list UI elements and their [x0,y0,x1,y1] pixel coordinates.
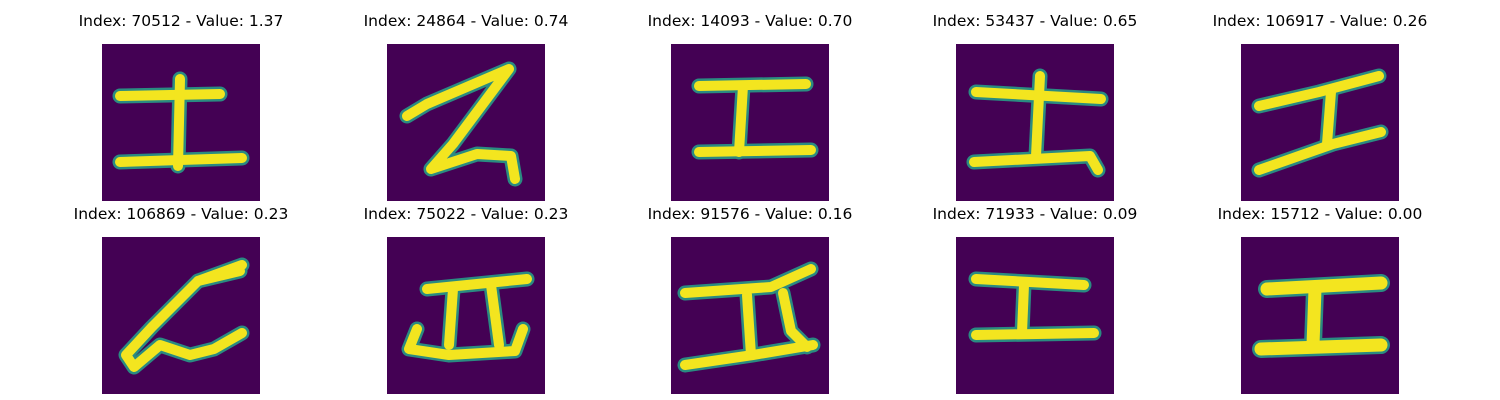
handwritten-character-image [1241,44,1399,201]
sample-title: Index: 106917 - Value: 0.26 [1212,12,1428,30]
sample-panel-9: Index: 71933 - Value: 0.09 [920,202,1150,394]
handwritten-character-image [102,237,260,394]
sample-title: Index: 15712 - Value: 0.00 [1217,205,1423,223]
sample-panel-8: Index: 91576 - Value: 0.16 [635,202,865,394]
sample-title: Index: 71933 - Value: 0.09 [932,205,1138,223]
handwritten-character-image [671,44,829,201]
handwritten-character-image [387,237,545,394]
sample-title: Index: 24864 - Value: 0.74 [363,12,569,30]
handwritten-character-image [1241,237,1399,394]
sample-title: Index: 14093 - Value: 0.70 [647,12,853,30]
handwritten-character-image [102,44,260,201]
handwritten-character-image [956,237,1114,394]
sample-title: Index: 75022 - Value: 0.23 [363,205,569,223]
handwritten-character-image [671,237,829,394]
sample-panel-2: Index: 24864 - Value: 0.74 [351,9,581,201]
sample-panel-3: Index: 14093 - Value: 0.70 [635,9,865,201]
handwritten-character-image [387,44,545,201]
sample-panel-6: Index: 106869 - Value: 0.23 [66,202,296,394]
sample-panel-7: Index: 75022 - Value: 0.23 [351,202,581,394]
sample-panel-5: Index: 106917 - Value: 0.26 [1205,9,1435,201]
sample-title: Index: 106869 - Value: 0.23 [73,205,289,223]
sample-panel-4: Index: 53437 - Value: 0.65 [920,9,1150,201]
sample-title: Index: 53437 - Value: 0.65 [932,12,1138,30]
handwritten-character-image [956,44,1114,201]
sample-title: Index: 91576 - Value: 0.16 [647,205,853,223]
sample-panel-1: Index: 70512 - Value: 1.37 [66,9,296,201]
sample-panel-10: Index: 15712 - Value: 0.00 [1205,202,1435,394]
sample-title: Index: 70512 - Value: 1.37 [78,12,284,30]
